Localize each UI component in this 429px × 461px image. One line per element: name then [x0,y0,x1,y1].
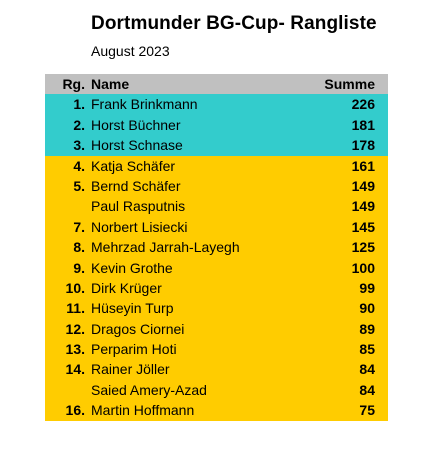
table-row: 9. Kevin Grothe 100 [45,257,388,278]
name-cell: Horst Schnase [91,137,183,154]
table-row: Saied Amery-Azad 84 [45,379,388,401]
sum-cell: 145 [351,218,375,235]
rank-cell: 8. [73,239,85,256]
table-header-row: Rg. Name Summe [45,74,388,95]
name-cell: Katja Schäfer [91,157,176,174]
sum-cell: 85 [359,341,375,358]
sum-cell: 90 [359,300,375,317]
header-rank: Rg. [62,76,85,92]
sum-cell: 84 [359,361,375,378]
sum-cell: 181 [351,116,375,133]
ranking-table: Rg. Name Summe 1. Frank Brinkmann 226 2. Hor… [45,74,388,421]
name-cell: Perparim Hoti [91,341,177,358]
name-cell: Bernd Schäfer [91,177,181,194]
rank-cell: 9. [73,259,85,276]
table-row: 3. Horst Schnase 178 [45,135,388,156]
table-row: 16. Martin Hoffmann 75 [45,400,388,421]
header-name: Name [91,76,130,92]
rank-cell: 13. [65,341,85,358]
rank-cell: 7. [73,218,85,235]
table-row: 1. Frank Brinkmann 226 [45,94,388,115]
rank-cell: 14. [65,361,85,378]
rank-cell: 16. [65,402,85,419]
name-cell: Rainer Jöller [91,361,170,378]
rank-cell: 10. [65,279,85,296]
rank-cell: 3. [73,137,85,154]
rank-cell: 11. [66,300,85,317]
sum-cell: 178 [351,137,375,154]
name-cell: Paul Rasputnis [91,198,186,215]
name-cell: Horst Büchner [91,116,181,133]
table-row: 11. Hüseyin Turp 90 [45,298,388,319]
name-cell: Mehrzad Jarrah-Layegh [91,239,240,256]
rank-cell: 1. [73,96,85,113]
rank-cell: 2. [73,116,85,133]
table-row: 13. Perparim Hoti 85 [45,339,388,360]
page-subtitle: August 2023 [91,43,170,59]
name-cell: Saied Amery-Azad [91,381,207,398]
sum-cell: 161 [351,157,375,174]
rank-cell: 4. [73,157,85,174]
sum-cell: 125 [351,239,375,256]
sum-cell: 75 [359,402,375,419]
sum-cell: 89 [359,320,375,337]
sum-cell: 100 [351,259,375,276]
rank-cell: 5. [73,177,85,194]
name-cell: Kevin Grothe [91,259,173,276]
table-row: 14. Rainer Jöller 84 [45,359,388,380]
table-row: 4. Katja Schäfer 161 [45,155,388,176]
table-row: 10. Dirk Krüger 99 [45,277,388,299]
name-cell: Dirk Krüger [91,279,162,296]
rank-cell: 12. [65,320,85,337]
table-row: 8. Mehrzad Jarrah-Layegh 125 [45,237,388,258]
sum-cell: 149 [351,198,375,215]
table-row: 5. Bernd Schäfer 149 [45,175,388,197]
page-title: Dortmunder BG-Cup- Rangliste [91,13,377,34]
name-cell: Dragos Ciornei [91,320,185,337]
sum-cell: 99 [359,279,375,296]
table-row: 12. Dragos Ciornei 89 [45,318,388,340]
sum-cell: 84 [359,381,375,398]
sum-cell: 149 [351,177,375,194]
name-cell: Martin Hoffmann [91,402,195,419]
name-cell: Frank Brinkmann [91,96,198,113]
name-cell: Norbert Lisiecki [91,218,188,235]
table-row: Paul Rasputnis 149 [45,196,388,217]
table-row: 7. Norbert Lisiecki 145 [45,216,388,238]
header-sum: Summe [324,76,375,92]
table-body: 1. Frank Brinkmann 226 2. Horst Büchner 181 3.… [45,94,388,421]
table-row: 2. Horst Büchner 181 [45,114,388,136]
sum-cell: 226 [351,96,375,113]
name-cell: Hüseyin Turp [91,300,174,317]
